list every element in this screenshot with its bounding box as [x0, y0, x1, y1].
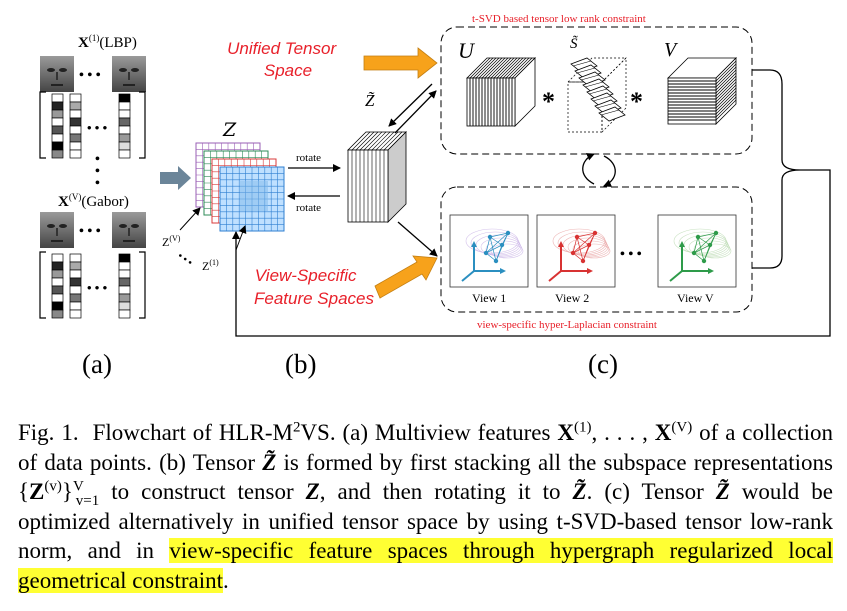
merge-brace	[752, 69, 801, 269]
tsvd-box	[440, 26, 753, 155]
caption-text: Flowchart of HLR-M	[92, 420, 293, 445]
connector-arrow	[397, 221, 438, 257]
svg-text:• • •: • • •	[87, 280, 108, 295]
view-thumbnail	[449, 214, 529, 288]
caption-math: Z	[29, 479, 45, 504]
alternate-arrow	[582, 153, 595, 185]
panel-b-label: (b)	[285, 349, 316, 379]
feature-matrix: • • •	[39, 91, 146, 159]
caption-text: , and then rotating it to	[319, 479, 573, 504]
tensor-s	[567, 57, 627, 133]
figure-caption: Fig. 1. Flowchart of HLR-M2VS. (a) Multiv…	[18, 418, 833, 595]
caption-sup: (V)	[671, 419, 693, 436]
caption-sup: (1)	[573, 419, 592, 436]
rotate-label: rotate	[296, 152, 321, 164]
top-box-title: t-SVD based tensor low rank constraint	[472, 13, 646, 25]
caption-math: Z̃	[572, 479, 587, 504]
connector-arrow	[388, 83, 433, 127]
vertical-dots: •	[95, 152, 100, 167]
view-thumbnail	[536, 214, 616, 288]
vertical-dots: •	[95, 164, 100, 179]
rotate-label: rotate	[296, 202, 321, 214]
z1-pointer	[235, 225, 247, 251]
feedback-loop	[232, 169, 831, 337]
view-1-label: View 1	[472, 291, 506, 305]
dots: • • •	[79, 224, 101, 239]
tensor-u	[466, 57, 536, 127]
caption-math: Z	[305, 479, 320, 504]
star-operator: *	[630, 87, 643, 116]
svg-text:• • •: • • •	[87, 120, 108, 135]
caption-text: would be optimized alternatively in unif…	[18, 479, 834, 563]
face-image	[40, 56, 74, 92]
caption-math: Z̃	[262, 449, 277, 475]
u-label: U	[458, 38, 476, 63]
tensor-z-label: Z	[222, 119, 237, 141]
panel-a-label: (a)	[82, 349, 112, 379]
caption-math: Z̃	[715, 479, 730, 504]
caption-text: .	[223, 567, 229, 593]
feature-matrix: • • •	[39, 251, 146, 319]
face-image	[40, 212, 74, 248]
flowchart-figure: X(1)(LBP) • • • • • • • • • X(V)(Gabor) …	[39, 13, 831, 379]
rotated-tensor-label: Z̃	[365, 91, 375, 110]
unified-space-arrow	[363, 47, 438, 79]
star-operator: *	[542, 87, 555, 116]
view-specific-label: View-Specific Feature Spaces	[254, 266, 375, 308]
zv-pointer	[179, 207, 201, 231]
zv-label: Z(V)	[162, 234, 181, 249]
caption-text: . (c) Tensor	[586, 479, 716, 504]
caption-text: of a collection of data points. (b) Tens…	[18, 420, 833, 475]
alternate-arrow	[603, 155, 616, 187]
caption-sub: v=1	[75, 492, 100, 509]
vertical-dots: •	[95, 176, 100, 191]
view-v-label: View V	[677, 291, 714, 305]
views-ellipsis: • • •	[620, 247, 642, 262]
flow-arrow	[160, 166, 191, 190]
v-label: V	[664, 39, 679, 61]
rotated-tensor	[347, 131, 407, 223]
z1-label: Z(1)	[202, 258, 219, 273]
caption-sup: 2	[292, 419, 301, 436]
face-image	[112, 56, 146, 92]
panel-a: X(1)(LBP) • • • • • • • • • X(V)(Gabor) …	[39, 33, 146, 379]
tensor-v	[667, 57, 737, 125]
caption-math: X	[654, 420, 672, 445]
caption-text: is formed by first stacking all the subs…	[18, 449, 833, 505]
caption-sup: V	[72, 478, 84, 495]
stacked-matrices	[195, 142, 285, 232]
bottom-box-title: view-specific hyper-Laplacian constraint	[477, 319, 657, 331]
s-label: S̃	[570, 35, 578, 52]
panel-c: t-SVD based tensor low rank constraint U…	[227, 13, 831, 379]
face-image	[112, 212, 146, 248]
unified-space-label: Unified Tensor Space	[227, 39, 341, 80]
feature-x1-label: X(1)(LBP)	[78, 33, 137, 51]
caption-sup: (v)	[44, 478, 62, 495]
panel-c-label: (c)	[588, 349, 618, 379]
caption-text: to construct tensor	[99, 479, 306, 504]
connector-arrow	[394, 90, 437, 134]
hyper-laplacian-box	[440, 186, 753, 313]
view-thumbnail	[657, 214, 737, 288]
view-specific-arrow	[374, 255, 438, 299]
caption-text: VS. (a) Multiview features	[300, 420, 558, 445]
dots: • • •	[175, 251, 194, 269]
caption-text: , . . . ,	[591, 420, 655, 445]
caption-math: X	[557, 420, 574, 445]
caption-text: }	[61, 479, 73, 504]
caption-label: Fig. 1.	[18, 420, 79, 445]
view-2-label: View 2	[555, 291, 589, 305]
dots: • • •	[79, 68, 101, 83]
feature-xv-label: X(V)(Gabor)	[58, 192, 129, 210]
